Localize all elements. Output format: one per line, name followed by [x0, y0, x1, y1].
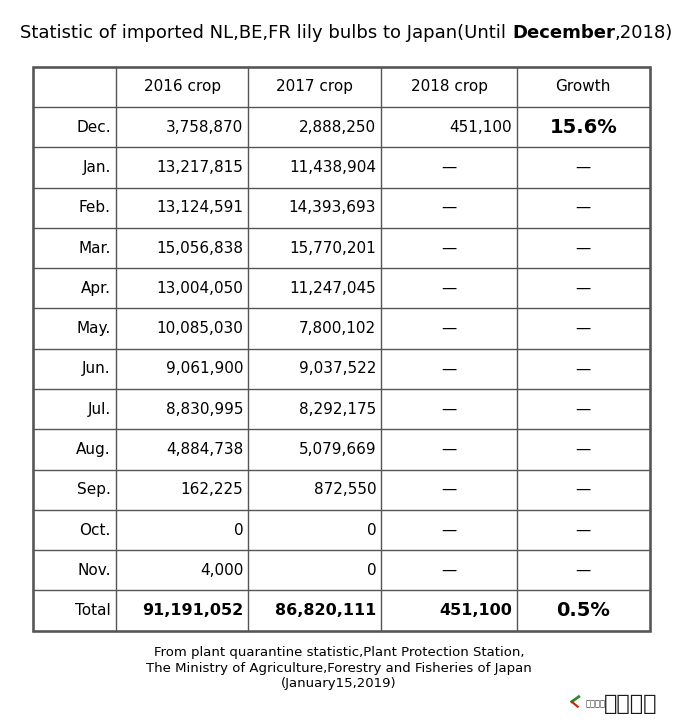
Text: 2018 crop: 2018 crop: [410, 79, 487, 94]
Text: 8,292,175: 8,292,175: [299, 402, 376, 417]
Text: 11,247,045: 11,247,045: [290, 281, 376, 296]
Text: (January15,2019): (January15,2019): [281, 677, 397, 690]
Text: —: —: [441, 361, 456, 376]
Text: 2016 crop: 2016 crop: [144, 79, 221, 94]
Text: —: —: [576, 361, 591, 376]
Text: Growth: Growth: [555, 79, 611, 94]
Text: 4,000: 4,000: [200, 563, 243, 578]
Text: 7,800,102: 7,800,102: [299, 321, 376, 336]
Bar: [33, 67, 650, 631]
Text: 2017 crop: 2017 crop: [277, 79, 353, 94]
Text: 13,004,050: 13,004,050: [157, 281, 243, 296]
Text: 10,085,030: 10,085,030: [157, 321, 243, 336]
Text: 0.5%: 0.5%: [556, 601, 610, 620]
Text: —: —: [441, 200, 456, 215]
Text: 4,884,738: 4,884,738: [166, 442, 243, 457]
Text: 5,079,669: 5,079,669: [298, 442, 376, 457]
Text: Jun.: Jun.: [82, 361, 111, 376]
Text: —: —: [441, 160, 456, 175]
Text: Aug.: Aug.: [76, 442, 111, 457]
Text: —: —: [576, 563, 591, 578]
Text: May.: May.: [77, 321, 111, 336]
Text: Statistic of imported NL,BE,FR lily bulbs to Japan(Until: Statistic of imported NL,BE,FR lily bulb…: [20, 24, 512, 41]
Text: 15.6%: 15.6%: [549, 117, 617, 136]
Text: 9,037,522: 9,037,522: [299, 361, 376, 376]
Text: —: —: [441, 442, 456, 457]
Text: 0: 0: [367, 563, 376, 578]
Text: 3,758,870: 3,758,870: [166, 120, 243, 135]
Text: —: —: [441, 402, 456, 417]
Text: 13,217,815: 13,217,815: [157, 160, 243, 175]
Text: —: —: [576, 442, 591, 457]
Text: Jan.: Jan.: [83, 160, 111, 175]
Text: —: —: [441, 482, 456, 497]
Text: 11,438,904: 11,438,904: [289, 160, 376, 175]
Text: —: —: [576, 281, 591, 296]
Text: —: —: [576, 523, 591, 537]
Text: 15,056,838: 15,056,838: [157, 241, 243, 255]
Text: —: —: [576, 200, 591, 215]
Text: —: —: [576, 321, 591, 336]
Text: Feb.: Feb.: [79, 200, 111, 215]
Text: 株式会社: 株式会社: [586, 699, 605, 708]
Text: 13,124,591: 13,124,591: [157, 200, 243, 215]
Text: Jul.: Jul.: [87, 402, 111, 417]
Text: —: —: [441, 563, 456, 578]
Text: —: —: [441, 523, 456, 537]
Text: December: December: [512, 24, 615, 41]
Text: Dec.: Dec.: [76, 120, 111, 135]
Text: —: —: [576, 241, 591, 255]
Text: 872,550: 872,550: [313, 482, 376, 497]
Text: 91,191,052: 91,191,052: [142, 603, 243, 618]
Text: Sep.: Sep.: [77, 482, 111, 497]
Text: 15,770,201: 15,770,201: [290, 241, 376, 255]
Text: —: —: [576, 402, 591, 417]
Text: 451,100: 451,100: [439, 603, 512, 618]
Text: 2,888,250: 2,888,250: [299, 120, 376, 135]
Text: Mar.: Mar.: [79, 241, 111, 255]
Text: The Ministry of Agriculture,Forestry and Fisheries of Japan: The Ministry of Agriculture,Forestry and…: [146, 662, 532, 675]
Text: ,2018): ,2018): [615, 24, 673, 41]
Text: 8,830,995: 8,830,995: [166, 402, 243, 417]
Text: 162,225: 162,225: [181, 482, 243, 497]
Text: 0: 0: [234, 523, 243, 537]
Text: —: —: [576, 482, 591, 497]
Text: 0: 0: [367, 523, 376, 537]
Text: Nov.: Nov.: [77, 563, 111, 578]
Text: 9,061,900: 9,061,900: [166, 361, 243, 376]
Text: Apr.: Apr.: [81, 281, 111, 296]
Text: Total: Total: [75, 603, 111, 618]
Text: 14,393,693: 14,393,693: [289, 200, 376, 215]
Text: —: —: [576, 160, 591, 175]
Text: —: —: [441, 241, 456, 255]
Text: 中村農園: 中村農園: [604, 694, 657, 713]
Text: 451,100: 451,100: [450, 120, 512, 135]
Text: —: —: [441, 281, 456, 296]
Text: 86,820,111: 86,820,111: [275, 603, 376, 618]
Text: —: —: [441, 321, 456, 336]
Text: From plant quarantine statistic,Plant Protection Station,: From plant quarantine statistic,Plant Pr…: [154, 646, 524, 659]
Text: Oct.: Oct.: [79, 523, 111, 537]
